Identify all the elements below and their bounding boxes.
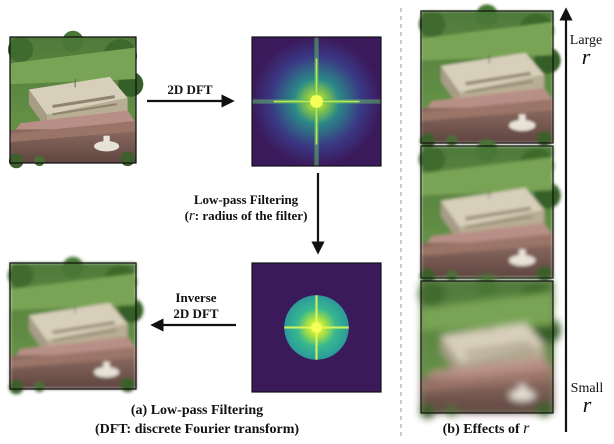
caption-a-line2: (DFT: discrete Fourier transform) xyxy=(95,422,299,437)
axis-large-label: Large xyxy=(570,33,602,48)
reconstructed-image xyxy=(7,256,144,395)
axis-small-label: Small xyxy=(571,381,604,396)
filter-label-line2: (r: radius of the filter) xyxy=(185,208,308,224)
filtered-spectrum xyxy=(251,262,382,393)
radius-symbol: r xyxy=(189,208,195,224)
inverse-label-line2: 2D DFT xyxy=(173,306,218,321)
axis-large-symbol: r xyxy=(582,44,591,69)
dft-arrow-label: 2D DFT xyxy=(167,82,212,97)
caption-a-line1: (a) Low-pass Filtering xyxy=(131,403,263,418)
original-image xyxy=(7,30,144,169)
small-radius-image xyxy=(418,273,562,420)
large-radius-image xyxy=(418,3,562,150)
caption-b: (b) Effects of r xyxy=(443,420,530,437)
medium-radius-image xyxy=(418,138,562,285)
axis-small-symbol: r xyxy=(583,392,592,417)
inverse-label-line1: Inverse xyxy=(175,290,216,305)
frequency-spectrum xyxy=(251,36,382,167)
filter-label-line1: Low-pass Filtering xyxy=(194,192,299,207)
